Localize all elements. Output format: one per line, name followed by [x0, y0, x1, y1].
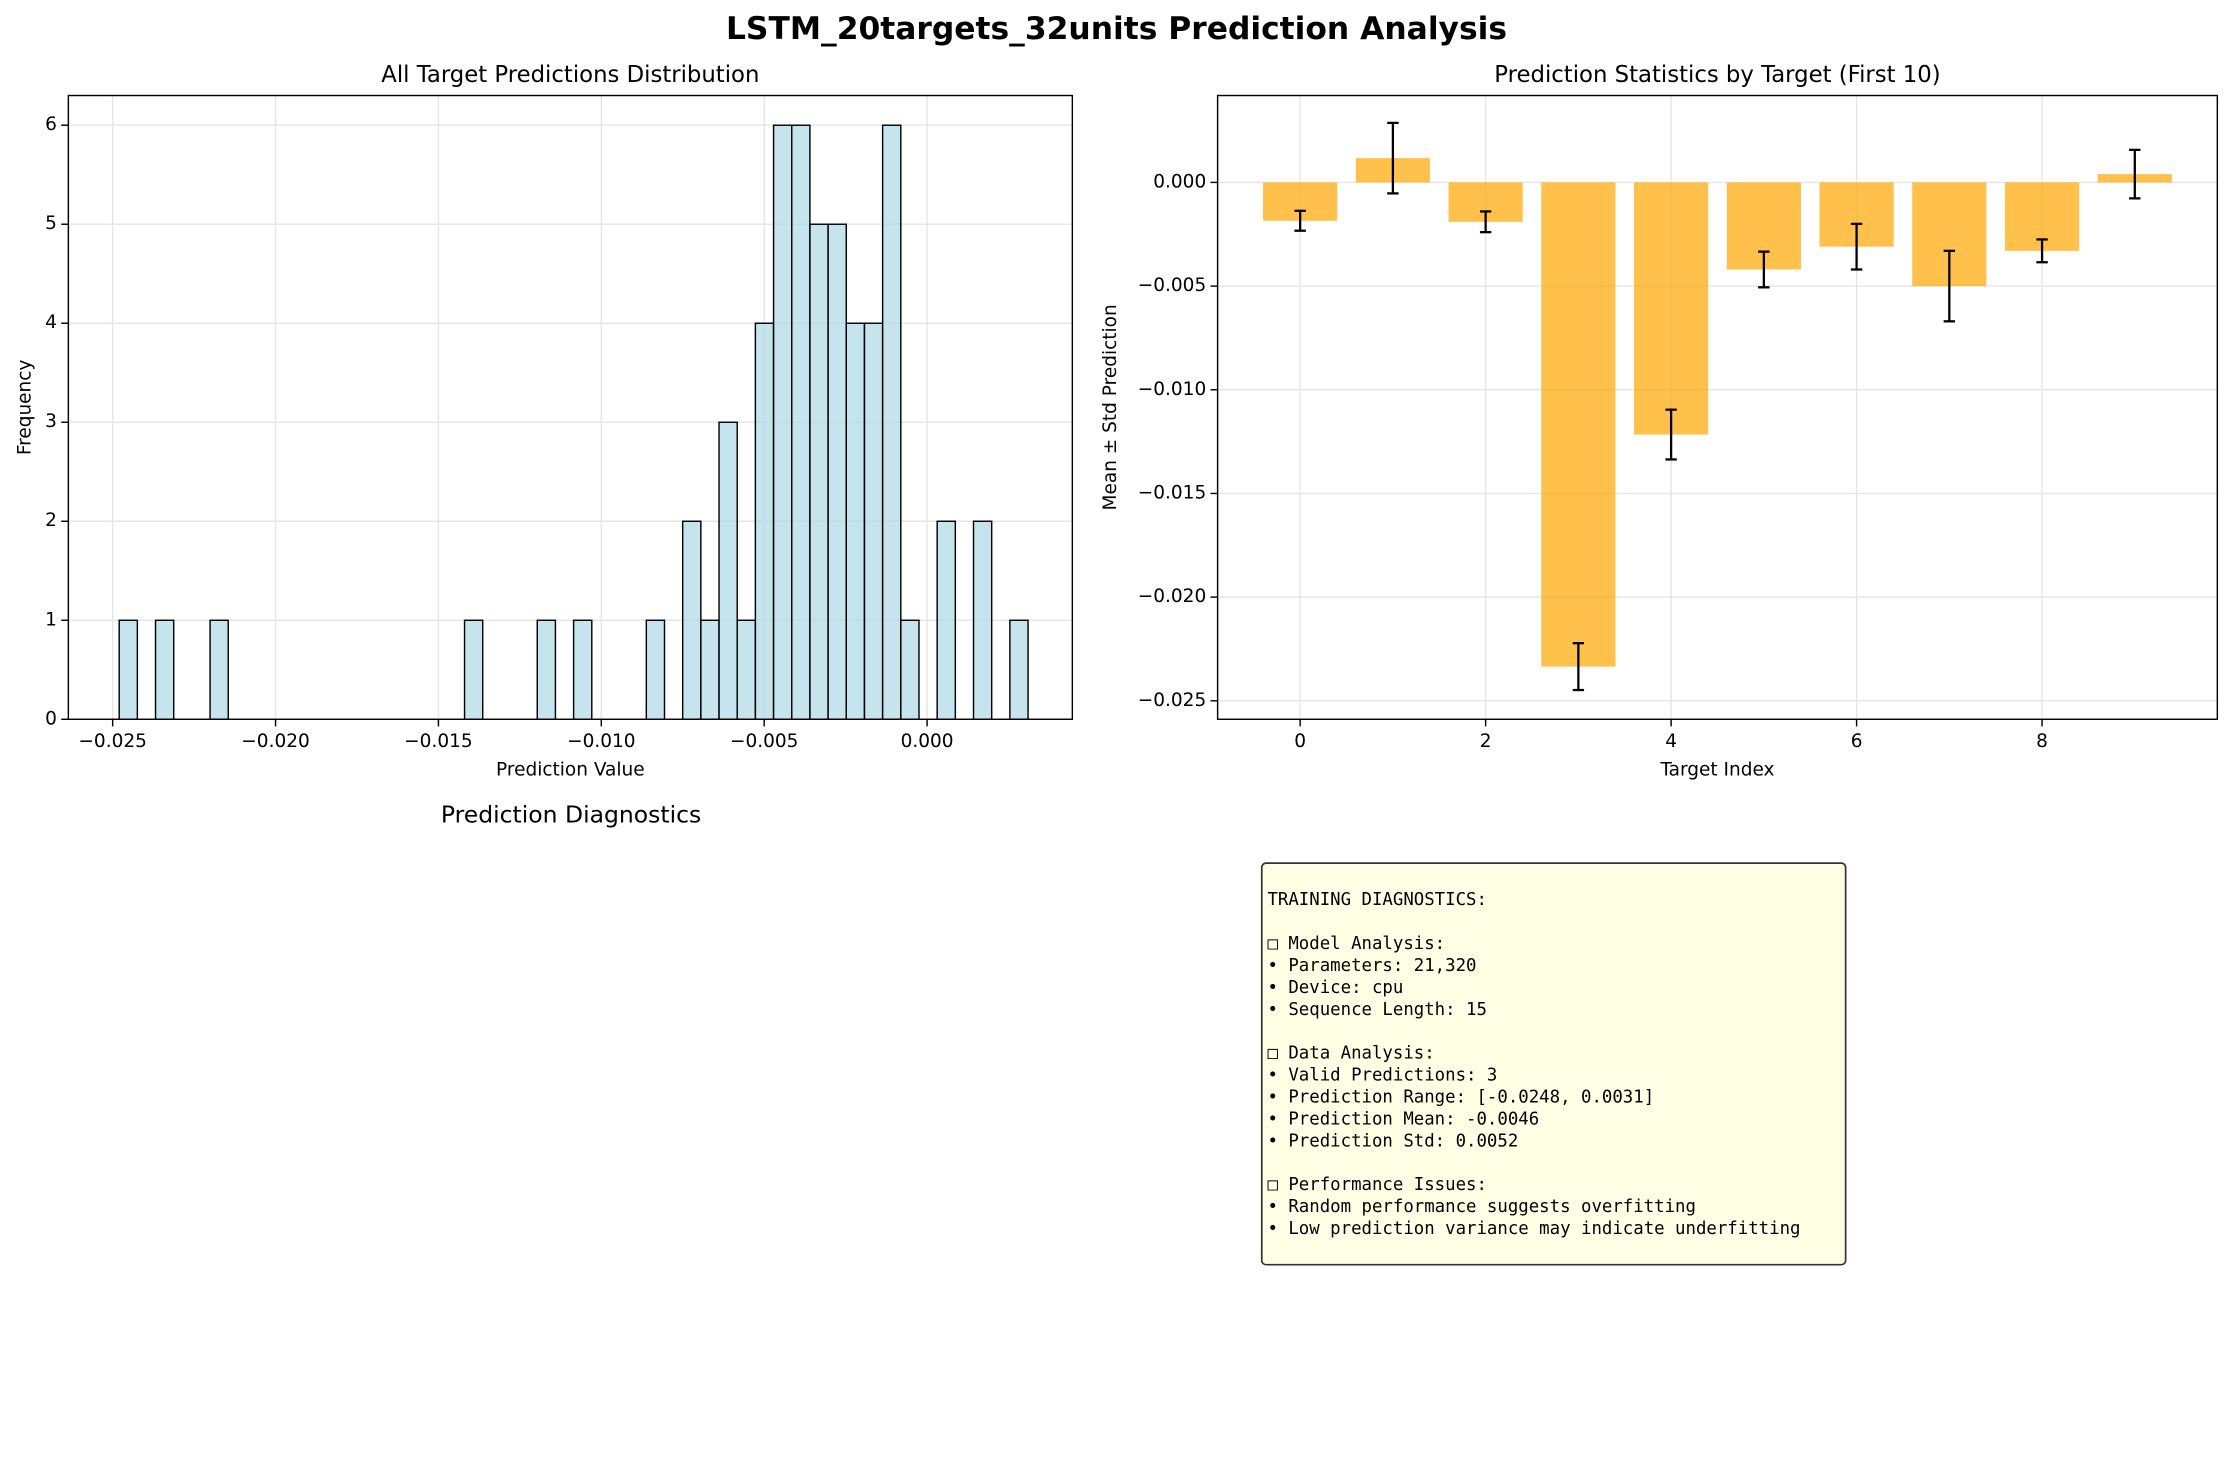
histogram-bar — [536, 619, 557, 720]
histogram-bar — [936, 520, 957, 720]
y-tick-label: −0.010 — [1138, 379, 1206, 400]
x-tick-label: 6 — [1851, 731, 1863, 752]
y-tick-label: 0.000 — [1153, 171, 1206, 192]
histogram-bar — [754, 322, 775, 720]
histogram-bar — [572, 619, 593, 720]
histogram-bar — [645, 619, 666, 720]
histogram-bar — [972, 520, 993, 720]
y-axis-label: Mean ± Std Prediction — [1100, 304, 1121, 510]
y-tick-label: 3 — [45, 411, 57, 432]
text-line: □ Data Analysis: — [1267, 1044, 1434, 1064]
x-tick-label: −0.010 — [567, 731, 635, 752]
y-tick-label: −0.020 — [1138, 586, 1206, 607]
y-axis-label: Frequency — [15, 360, 36, 456]
histogram-bar — [827, 223, 847, 720]
x-axis-label: Prediction Value — [496, 760, 645, 781]
histogram-bar — [700, 619, 720, 720]
axes-frame — [67, 94, 1074, 720]
histogram-bar — [772, 124, 793, 720]
text-line: • Prediction Range: [-0.0248, 0.0031] — [1267, 1088, 1654, 1108]
histogram-bar — [463, 619, 484, 720]
x-tick-label: −0.020 — [241, 731, 309, 752]
text-line: □ Model Analysis: — [1267, 934, 1445, 954]
histogram-bar — [900, 619, 920, 720]
x-tick-label: −0.025 — [78, 731, 146, 752]
y-tick-label: 1 — [45, 609, 57, 630]
figure-title: LSTM_20targets_32units Prediction Analys… — [726, 11, 1507, 47]
diagnostics-title: Prediction Diagnostics — [441, 801, 701, 829]
histogram-bar — [681, 520, 702, 720]
histogram-bar — [118, 619, 139, 720]
x-tick-label: 2 — [1480, 731, 1492, 752]
histogram-bar — [718, 421, 738, 720]
text-line: • Device: cpu — [1267, 978, 1403, 998]
text-line: • Sequence Length: 15 — [1267, 1000, 1486, 1020]
text-line: TRAINING DIAGNOSTICS: — [1267, 890, 1486, 910]
y-tick-label: 6 — [45, 114, 57, 135]
bar — [1541, 182, 1616, 667]
histogram-bar — [863, 322, 884, 720]
y-tick-label: −0.025 — [1138, 690, 1206, 711]
bar — [1634, 182, 1709, 435]
histogram-bar — [154, 619, 175, 720]
text-line: • Prediction Std: 0.0052 — [1267, 1131, 1518, 1151]
y-tick-label: 4 — [45, 312, 57, 333]
histogram-bar — [845, 322, 866, 720]
text-line: • Parameters: 21,320 — [1267, 956, 1476, 976]
histogram-bar — [736, 619, 757, 720]
histogram-bar — [209, 619, 229, 720]
text-box — [1260, 862, 1847, 1266]
x-tick-label: −0.005 — [730, 731, 798, 752]
histogram-bar — [809, 223, 829, 720]
y-tick-label: −0.005 — [1138, 275, 1206, 296]
text-line: • Prediction Mean: -0.0046 — [1267, 1109, 1539, 1129]
y-tick-label: 0 — [45, 708, 57, 729]
histogram-bar — [1009, 619, 1029, 720]
histogram-bar — [791, 124, 811, 720]
x-tick-label: 4 — [1665, 731, 1677, 752]
y-tick-label: 5 — [45, 213, 57, 234]
y-tick-label: 2 — [45, 510, 57, 531]
axes-title: Prediction Statistics by Target (First 1… — [1494, 62, 1940, 88]
text-line: • Valid Predictions: 3 — [1267, 1066, 1497, 1086]
x-axis-label: Target Index — [1659, 760, 1774, 781]
text-line: □ Performance Issues: — [1267, 1175, 1486, 1195]
text-line: • Random performance suggests overfittin… — [1267, 1197, 1696, 1217]
x-tick-label: 0.000 — [901, 731, 954, 752]
axes-frame — [1216, 94, 2219, 720]
x-tick-label: 8 — [2036, 731, 2048, 752]
x-tick-label: 0 — [1294, 731, 1306, 752]
histogram-bar — [881, 124, 902, 720]
text-line: • Low prediction variance may indicate u… — [1267, 1219, 1800, 1239]
axes-title: All Target Predictions Distribution — [381, 62, 759, 88]
x-tick-label: −0.015 — [404, 731, 472, 752]
y-tick-label: −0.015 — [1138, 482, 1206, 503]
